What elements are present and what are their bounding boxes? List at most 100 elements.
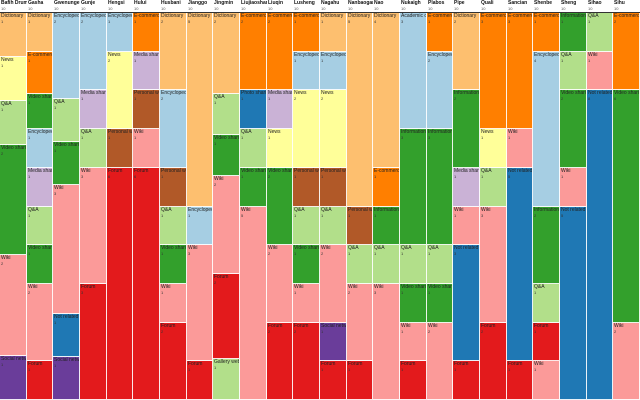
cell-label: Q&A (534, 284, 545, 290)
cell-count: 2 (614, 19, 617, 24)
mosaic-cell: Wiki 1 (533, 361, 560, 400)
mosaic-cell: Academic database3 (400, 13, 427, 129)
mosaic-cell: E-commerce1 (293, 13, 320, 52)
cell-count: 5 (188, 19, 191, 24)
cell-label: Wiki (54, 185, 64, 191)
cell-label: Video sharing (561, 90, 586, 96)
cell-label: Q&A (588, 13, 599, 19)
cell-count: 1 (374, 174, 377, 179)
mosaic-cell: Forum 2 (213, 274, 240, 359)
column-total: 10 (588, 6, 593, 11)
cell-count: 1 (188, 213, 191, 218)
cell-count: 1 (428, 251, 431, 256)
cell-count: 2 (348, 290, 351, 295)
cell-count: 2 (214, 280, 217, 285)
cell-label: Information aggregator (401, 129, 426, 135)
mosaic-cell: Video sharing1 (27, 245, 53, 284)
mosaic-cell: Information aggregator2 (533, 207, 560, 284)
cell-label: Forum (508, 361, 523, 367)
cell-label: Wiki (374, 284, 384, 290)
cell-count: 2 (321, 96, 324, 101)
mosaic-cell: Q&A 1 (27, 207, 53, 245)
cell-count: 3 (401, 19, 404, 24)
mosaic-cell: Q&A 1 (240, 129, 267, 168)
cell-count: 1 (348, 251, 351, 256)
column-header: Gwenunge 10 (53, 0, 80, 13)
cell-label: E-commerce (28, 52, 52, 58)
cell-label: Q&A (241, 129, 252, 135)
cell-count: 3 (508, 19, 511, 24)
mosaic-cell: Dictionary 1 (320, 13, 347, 52)
cell-label: E-commerce (508, 13, 532, 19)
column-header: Liuqin 10 (267, 0, 293, 13)
cell-count: 1 (28, 251, 31, 256)
cell-count: 2 (481, 329, 484, 334)
cell-count: 2 (268, 174, 271, 179)
cell-count: 2 (454, 19, 457, 24)
mosaic-cell: Forum 1 (533, 323, 560, 361)
cell-label: Q&A (214, 94, 225, 100)
column-total: 10 (134, 6, 139, 11)
mosaic-cell: Forum 2 (480, 323, 507, 400)
column-header: Jingmin 10 (213, 0, 240, 13)
column-name: Gasha (28, 0, 44, 6)
cell-label: Encyclopedia (81, 13, 106, 19)
mosaic-cell: News 1 (267, 129, 293, 168)
cell-label: Forum (108, 168, 123, 174)
mosaic-cell: Information aggregator3 (400, 129, 427, 245)
cell-label: Video sharing (294, 245, 319, 251)
cell-label: Encyclopedia (108, 13, 132, 19)
column-total: 10 (241, 6, 246, 11)
cell-count: 1 (348, 367, 351, 372)
cell-count: 1 (161, 251, 164, 256)
cell-label: Q&A (401, 245, 412, 251)
mosaic-cell: News 1 (0, 57, 27, 101)
cell-label: Dictionary (348, 13, 371, 19)
mosaic-cell: Q&A 1 (427, 245, 453, 284)
cell-label: Media sharing (454, 168, 479, 174)
mosaic-cell: Dictionary 1 (0, 13, 27, 57)
cell-label: Video sharing (241, 168, 266, 174)
column-header: Nanbaogan 10 (347, 0, 373, 13)
mosaic-cell: Wiki 3 (373, 284, 400, 400)
cell-label: Dictionary (1, 13, 24, 19)
cell-label: Wiki (614, 323, 624, 329)
cell-label: Dictionary (161, 13, 184, 19)
cell-label: Dictionary (454, 13, 477, 19)
cell-count: 1 (401, 329, 404, 334)
mosaic-cell: Information aggregator1 (560, 13, 587, 52)
cell-label: Encyclopedia (428, 52, 452, 58)
cell-count: 1 (481, 135, 484, 140)
cell-label: Forum (348, 361, 363, 367)
mosaic-cell: Encyclopedia1 (320, 52, 347, 90)
mosaic-cell: Information aggregator3 (427, 129, 453, 245)
cell-label: Information aggregator (374, 207, 399, 213)
cell-label: Forum (481, 323, 496, 329)
mosaic-cell: Wiki 1 (400, 323, 427, 361)
cell-count: 1 (134, 58, 137, 63)
column-header: Plabos 10 (427, 0, 453, 13)
cell-count: 1 (54, 148, 57, 153)
column-name: Liujiaoshan (241, 0, 267, 6)
cell-label: Q&A (161, 207, 172, 213)
cell-label: Encyclopedia (161, 90, 186, 96)
cell-label: Information aggregator (454, 90, 479, 96)
cell-label: Encyclopedia (54, 13, 79, 19)
mosaic-cell: News 2 (293, 90, 320, 168)
mosaic-cell: Wiki 1 (507, 129, 533, 168)
mosaic-cell: Dictionary 4 (373, 13, 400, 168)
column-name: Quali (481, 0, 494, 6)
cell-label: Forum (81, 284, 96, 290)
mosaic-cell: Information aggregator1 (373, 207, 400, 245)
cell-label: Wiki (81, 168, 91, 174)
mosaic-cell: Wiki 5 (240, 207, 267, 400)
cell-label: Forum (294, 323, 309, 329)
column-total: 10 (161, 6, 166, 11)
column-name: Sihao (588, 0, 602, 6)
cell-count: 1 (534, 367, 537, 372)
cell-label: Personal website (161, 168, 186, 174)
mosaic-cell: Encyclopedia1 (27, 129, 53, 168)
column-total: 10 (454, 6, 459, 11)
cell-count: 3 (374, 290, 377, 295)
cell-count: 3 (481, 213, 484, 218)
